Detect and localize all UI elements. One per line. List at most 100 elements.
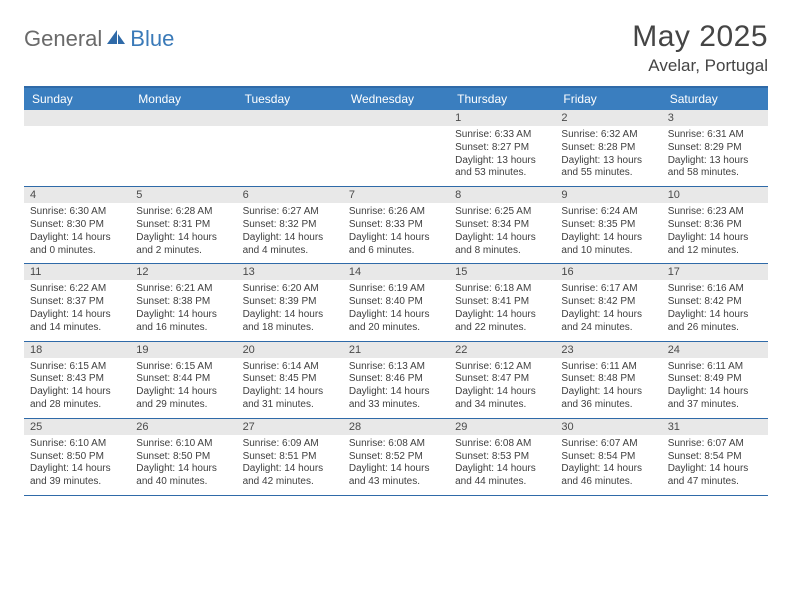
day-number <box>343 110 449 126</box>
day-body: Sunrise: 6:15 AMSunset: 8:43 PMDaylight:… <box>24 358 130 418</box>
daylight-text: Daylight: 14 hours and 20 minutes. <box>349 309 443 335</box>
sunset-text: Sunset: 8:43 PM <box>30 373 124 386</box>
day-number: 10 <box>662 187 768 203</box>
sunset-text: Sunset: 8:30 PM <box>30 219 124 232</box>
sunset-text: Sunset: 8:47 PM <box>455 373 549 386</box>
day-cell: 28Sunrise: 6:08 AMSunset: 8:52 PMDayligh… <box>343 419 449 495</box>
day-cell: 18Sunrise: 6:15 AMSunset: 8:43 PMDayligh… <box>24 342 130 418</box>
title-block: May 2025 Avelar, Portugal <box>632 20 768 76</box>
daylight-text: Daylight: 14 hours and 36 minutes. <box>561 386 655 412</box>
day-cell: 21Sunrise: 6:13 AMSunset: 8:46 PMDayligh… <box>343 342 449 418</box>
sunset-text: Sunset: 8:54 PM <box>561 451 655 464</box>
daylight-text: Daylight: 14 hours and 33 minutes. <box>349 386 443 412</box>
day-number: 24 <box>662 342 768 358</box>
sunrise-text: Sunrise: 6:10 AM <box>30 438 124 451</box>
sunrise-text: Sunrise: 6:09 AM <box>243 438 337 451</box>
day-number: 12 <box>130 264 236 280</box>
sunset-text: Sunset: 8:37 PM <box>30 296 124 309</box>
sunset-text: Sunset: 8:44 PM <box>136 373 230 386</box>
daylight-text: Daylight: 14 hours and 37 minutes. <box>668 386 762 412</box>
daylight-text: Daylight: 14 hours and 31 minutes. <box>243 386 337 412</box>
day-body: Sunrise: 6:14 AMSunset: 8:45 PMDaylight:… <box>237 358 343 418</box>
sunset-text: Sunset: 8:27 PM <box>455 142 549 155</box>
daylight-text: Daylight: 13 hours and 58 minutes. <box>668 155 762 181</box>
daylight-text: Daylight: 14 hours and 46 minutes. <box>561 463 655 489</box>
sunset-text: Sunset: 8:54 PM <box>668 451 762 464</box>
sunrise-text: Sunrise: 6:23 AM <box>668 206 762 219</box>
daylight-text: Daylight: 14 hours and 22 minutes. <box>455 309 549 335</box>
weeks-container: 1Sunrise: 6:33 AMSunset: 8:27 PMDaylight… <box>24 110 768 496</box>
day-body: Sunrise: 6:25 AMSunset: 8:34 PMDaylight:… <box>449 203 555 263</box>
location-subtitle: Avelar, Portugal <box>632 56 768 76</box>
day-number: 6 <box>237 187 343 203</box>
day-number: 27 <box>237 419 343 435</box>
sunrise-text: Sunrise: 6:15 AM <box>136 361 230 374</box>
day-cell <box>24 110 130 186</box>
day-body: Sunrise: 6:27 AMSunset: 8:32 PMDaylight:… <box>237 203 343 263</box>
sunrise-text: Sunrise: 6:17 AM <box>561 283 655 296</box>
day-body: Sunrise: 6:30 AMSunset: 8:30 PMDaylight:… <box>24 203 130 263</box>
sunrise-text: Sunrise: 6:27 AM <box>243 206 337 219</box>
day-number: 5 <box>130 187 236 203</box>
day-body: Sunrise: 6:07 AMSunset: 8:54 PMDaylight:… <box>662 435 768 495</box>
day-number: 20 <box>237 342 343 358</box>
daylight-text: Daylight: 14 hours and 12 minutes. <box>668 232 762 258</box>
day-cell: 23Sunrise: 6:11 AMSunset: 8:48 PMDayligh… <box>555 342 661 418</box>
daylight-text: Daylight: 14 hours and 28 minutes. <box>30 386 124 412</box>
daylight-text: Daylight: 14 hours and 26 minutes. <box>668 309 762 335</box>
sunrise-text: Sunrise: 6:08 AM <box>455 438 549 451</box>
day-body: Sunrise: 6:12 AMSunset: 8:47 PMDaylight:… <box>449 358 555 418</box>
day-body: Sunrise: 6:09 AMSunset: 8:51 PMDaylight:… <box>237 435 343 495</box>
day-body: Sunrise: 6:16 AMSunset: 8:42 PMDaylight:… <box>662 280 768 340</box>
sunset-text: Sunset: 8:40 PM <box>349 296 443 309</box>
sunset-text: Sunset: 8:50 PM <box>30 451 124 464</box>
day-number: 14 <box>343 264 449 280</box>
day-body: Sunrise: 6:21 AMSunset: 8:38 PMDaylight:… <box>130 280 236 340</box>
sunset-text: Sunset: 8:39 PM <box>243 296 337 309</box>
daylight-text: Daylight: 14 hours and 40 minutes. <box>136 463 230 489</box>
day-cell: 19Sunrise: 6:15 AMSunset: 8:44 PMDayligh… <box>130 342 236 418</box>
day-body: Sunrise: 6:26 AMSunset: 8:33 PMDaylight:… <box>343 203 449 263</box>
day-body: Sunrise: 6:19 AMSunset: 8:40 PMDaylight:… <box>343 280 449 340</box>
daylight-text: Daylight: 14 hours and 4 minutes. <box>243 232 337 258</box>
daylight-text: Daylight: 14 hours and 47 minutes. <box>668 463 762 489</box>
day-number: 17 <box>662 264 768 280</box>
day-body: Sunrise: 6:07 AMSunset: 8:54 PMDaylight:… <box>555 435 661 495</box>
day-cell: 29Sunrise: 6:08 AMSunset: 8:53 PMDayligh… <box>449 419 555 495</box>
sunset-text: Sunset: 8:38 PM <box>136 296 230 309</box>
day-cell: 16Sunrise: 6:17 AMSunset: 8:42 PMDayligh… <box>555 264 661 340</box>
day-number: 2 <box>555 110 661 126</box>
daylight-text: Daylight: 14 hours and 6 minutes. <box>349 232 443 258</box>
sunset-text: Sunset: 8:31 PM <box>136 219 230 232</box>
sunset-text: Sunset: 8:32 PM <box>243 219 337 232</box>
day-body: Sunrise: 6:31 AMSunset: 8:29 PMDaylight:… <box>662 126 768 186</box>
sunrise-text: Sunrise: 6:15 AM <box>30 361 124 374</box>
day-cell: 5Sunrise: 6:28 AMSunset: 8:31 PMDaylight… <box>130 187 236 263</box>
day-of-week-header: Sunday Monday Tuesday Wednesday Thursday… <box>24 88 768 110</box>
brand-sail-icon <box>105 26 127 52</box>
day-cell: 13Sunrise: 6:20 AMSunset: 8:39 PMDayligh… <box>237 264 343 340</box>
sunset-text: Sunset: 8:34 PM <box>455 219 549 232</box>
dow-thursday: Thursday <box>449 88 555 110</box>
day-number: 16 <box>555 264 661 280</box>
daylight-text: Daylight: 14 hours and 14 minutes. <box>30 309 124 335</box>
dow-wednesday: Wednesday <box>343 88 449 110</box>
brand-word-general: General <box>24 26 102 52</box>
daylight-text: Daylight: 14 hours and 2 minutes. <box>136 232 230 258</box>
day-cell: 1Sunrise: 6:33 AMSunset: 8:27 PMDaylight… <box>449 110 555 186</box>
sunset-text: Sunset: 8:52 PM <box>349 451 443 464</box>
day-number: 9 <box>555 187 661 203</box>
sunrise-text: Sunrise: 6:26 AM <box>349 206 443 219</box>
daylight-text: Daylight: 14 hours and 43 minutes. <box>349 463 443 489</box>
sunrise-text: Sunrise: 6:08 AM <box>349 438 443 451</box>
day-number: 19 <box>130 342 236 358</box>
sunset-text: Sunset: 8:28 PM <box>561 142 655 155</box>
day-body <box>24 126 130 184</box>
sunset-text: Sunset: 8:29 PM <box>668 142 762 155</box>
day-cell <box>130 110 236 186</box>
sunrise-text: Sunrise: 6:13 AM <box>349 361 443 374</box>
sunset-text: Sunset: 8:51 PM <box>243 451 337 464</box>
week-row: 11Sunrise: 6:22 AMSunset: 8:37 PMDayligh… <box>24 264 768 341</box>
day-cell: 9Sunrise: 6:24 AMSunset: 8:35 PMDaylight… <box>555 187 661 263</box>
sunrise-text: Sunrise: 6:21 AM <box>136 283 230 296</box>
